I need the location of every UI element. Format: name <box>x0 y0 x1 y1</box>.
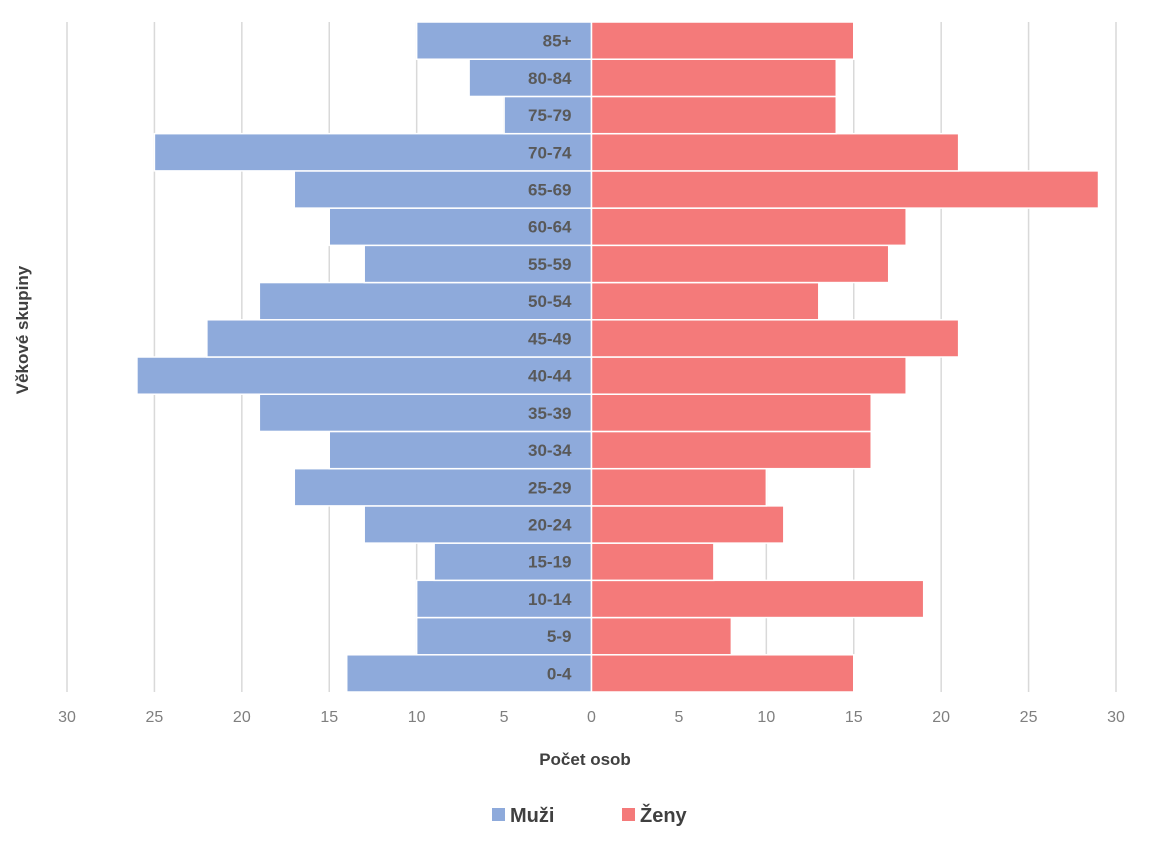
category-label: 10-14 <box>528 590 572 609</box>
x-tick-label: 30 <box>1107 709 1125 726</box>
bar-zeny-20-24 <box>590 505 785 544</box>
bar-zeny-25-29 <box>590 467 768 507</box>
category-label: 75-79 <box>528 106 571 125</box>
legend-label: Ženy <box>640 803 688 827</box>
bar-zeny-50-54 <box>590 281 820 321</box>
bar-zeny-60-64 <box>590 207 907 247</box>
legend-swatch <box>622 808 635 821</box>
category-label: 35-39 <box>528 404 571 423</box>
legend: Muži Ženy <box>492 803 688 827</box>
x-tick-label: 5 <box>674 709 683 726</box>
bar-zeny-70-74 <box>590 132 960 172</box>
x-axis-title: Počet osob <box>539 750 631 769</box>
bar-zeny-35-39 <box>590 393 872 433</box>
x-tick-label: 15 <box>320 709 338 726</box>
bar-zeny-80-84 <box>590 58 838 98</box>
bar-muzi-10-14 <box>415 579 593 619</box>
category-labels: 0-4 5-9 10-14 15-19 20-24 25-29 30-34 35-39 40-4… <box>528 32 572 684</box>
bar-zeny-85+ <box>590 21 855 60</box>
bar-muzi-5-9 <box>415 616 593 656</box>
bar-zeny-40-44 <box>590 356 907 395</box>
category-label: 50-54 <box>528 292 572 311</box>
category-label: 30-34 <box>528 441 572 460</box>
bar-muzi-75-79 <box>503 95 593 135</box>
category-label: 45-49 <box>528 329 571 348</box>
category-label: 60-64 <box>528 218 572 237</box>
category-label: 70-74 <box>528 143 572 162</box>
category-label: 55-59 <box>528 255 571 274</box>
bar-muzi-20-24 <box>363 505 593 544</box>
category-label: 25-29 <box>528 478 571 497</box>
bar-muzi-30-34 <box>328 430 593 470</box>
bar-muzi-15-19 <box>433 542 593 582</box>
x-tick-label: 0 <box>587 709 596 726</box>
x-tick-label: 15 <box>845 709 863 726</box>
category-label: 20-24 <box>528 516 572 535</box>
bar-zeny-45-49 <box>590 319 960 358</box>
bar-muzi-80-84 <box>468 58 593 98</box>
bar-zeny-15-19 <box>590 542 715 582</box>
legend-swatch <box>492 808 505 821</box>
bar-muzi-25-29 <box>293 467 593 507</box>
category-label: 15-19 <box>528 553 571 572</box>
bar-zeny-10-14 <box>590 579 925 619</box>
x-tick-label: 30 <box>58 709 76 726</box>
bar-zeny-55-59 <box>590 244 890 284</box>
x-tick-label: 5 <box>500 709 509 726</box>
bar-muzi-45-49 <box>206 319 593 358</box>
category-label: 5-9 <box>547 627 572 646</box>
category-label: 65-69 <box>528 181 571 200</box>
bar-zeny-5-9 <box>590 616 733 656</box>
bar-muzi-50-54 <box>258 281 593 321</box>
bar-zeny-65-69 <box>590 170 1100 209</box>
bars <box>136 21 1100 693</box>
bar-muzi-70-74 <box>153 132 593 172</box>
bar-zeny-0-4 <box>590 654 855 693</box>
x-tick-label: 10 <box>408 709 426 726</box>
legend-label: Muži <box>510 805 554 827</box>
x-tick-label: 20 <box>233 709 251 726</box>
y-axis-title: Věkové skupiny <box>13 265 32 394</box>
bar-muzi-85+ <box>415 21 593 60</box>
x-tick-label: 10 <box>757 709 775 726</box>
category-label: 80-84 <box>528 69 572 88</box>
bar-muzi-65-69 <box>293 170 593 209</box>
x-tick-label: 25 <box>146 709 164 726</box>
category-label: 40-44 <box>528 367 572 386</box>
bar-muzi-40-44 <box>136 356 593 395</box>
x-tick-label: 25 <box>1020 709 1038 726</box>
category-label: 85+ <box>543 32 572 51</box>
category-label: 0-4 <box>547 664 572 683</box>
bar-zeny-30-34 <box>590 430 872 470</box>
x-tick-labels: 30 25 20 15 10 5 0 5 10 15 20 25 30 <box>58 709 1125 726</box>
x-tick-label: 20 <box>932 709 950 726</box>
bar-zeny-75-79 <box>590 95 838 135</box>
